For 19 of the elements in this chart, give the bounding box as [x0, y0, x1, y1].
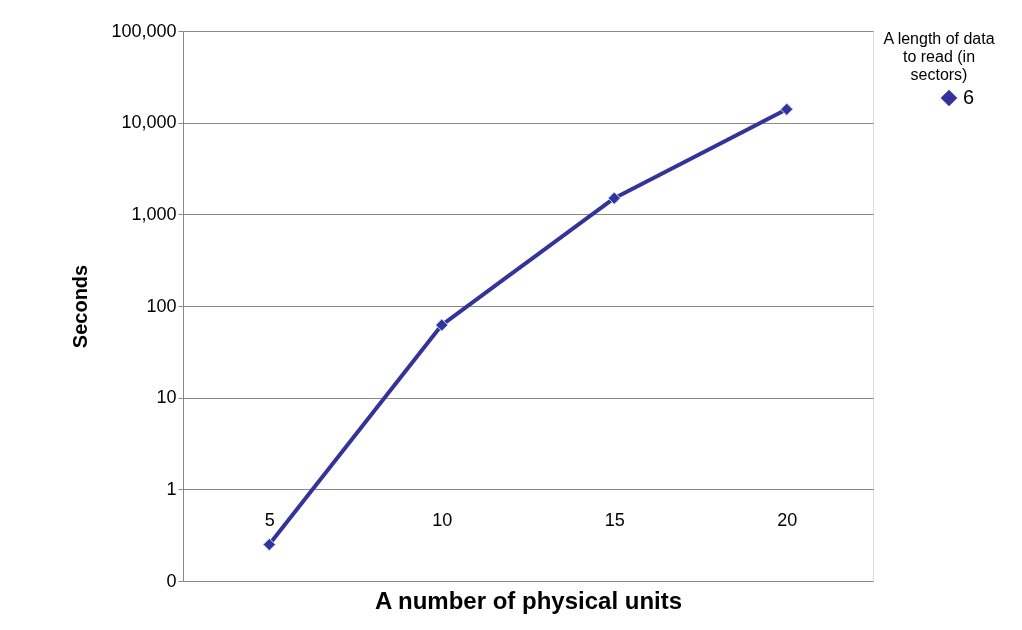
y-tick-label: 1,000	[131, 203, 177, 224]
point	[780, 102, 794, 116]
y-tick-label: 10	[156, 387, 177, 408]
x-tick-label: 10	[432, 509, 453, 530]
x-tick-label: 5	[264, 509, 275, 530]
y-axis-title: Seconds	[69, 264, 92, 349]
point	[262, 537, 276, 552]
y-tick-label: 100,000	[111, 20, 177, 41]
y-tick-label: 10,000	[121, 112, 177, 133]
point	[607, 191, 621, 205]
legend-title: A length of data to read (in sectors)	[883, 30, 995, 83]
legend-label: 6	[963, 86, 975, 108]
point	[435, 318, 449, 332]
x-tick-label: 15	[604, 509, 625, 530]
x-axis-title: A number of physical units	[374, 586, 683, 614]
y-tick-label: 0	[166, 570, 177, 591]
y-tick-label: 100	[146, 295, 177, 316]
x-tick-label: 20	[777, 509, 798, 530]
y-tick-label: 1	[166, 478, 177, 499]
